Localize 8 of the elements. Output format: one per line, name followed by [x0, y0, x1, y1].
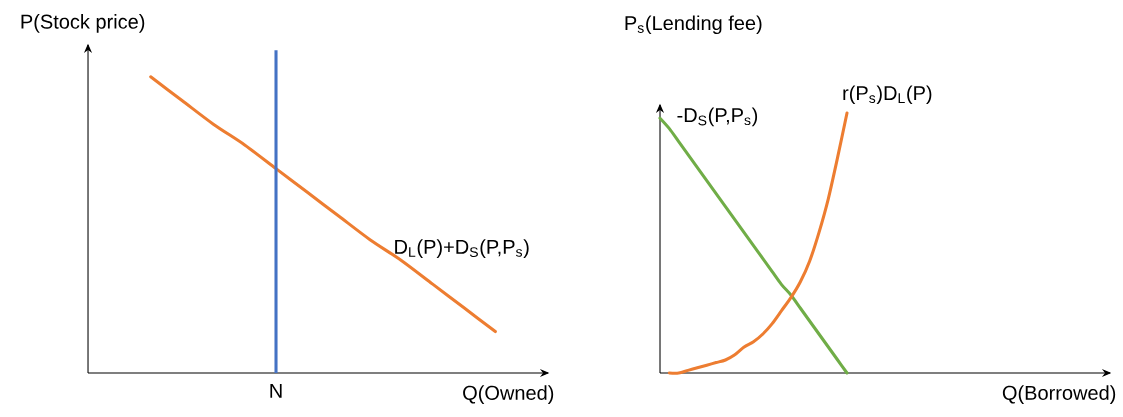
- series-label: D$_{L}$(P)+D$_{S}$(P,P$_{s}$): [395, 239, 529, 258]
- series-label: -D$_{S}$(P,P$_{s}$): [677, 107, 758, 127]
- y-axis-title: P$_{s}$(Lending fee): [625, 15, 762, 35]
- series-label: r(P$_{s}$)D$_{L}$(P): [843, 85, 932, 105]
- x-axis-title: Q(Borrowed): [1002, 385, 1116, 404]
- x-axis-title: Q(Owned): [463, 385, 554, 404]
- y-axis-title: P(Stock price): [21, 14, 145, 33]
- text: N: [270, 383, 282, 398]
